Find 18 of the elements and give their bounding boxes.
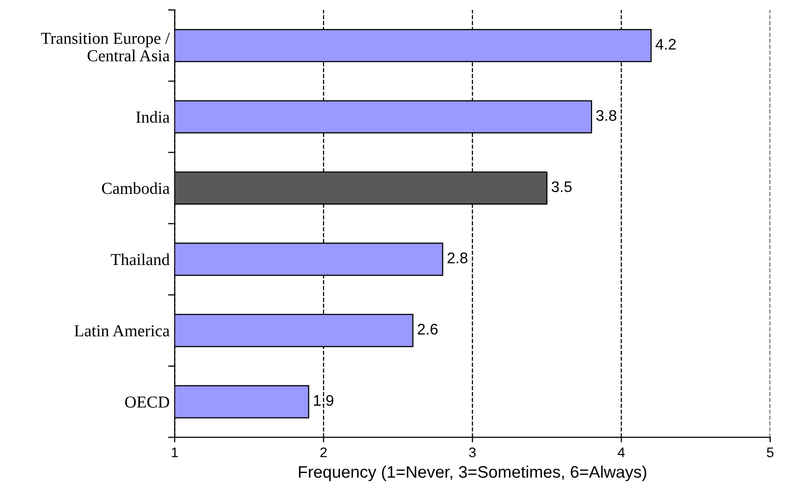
y-tick-label: Latin America <box>74 325 170 336</box>
y-tick-label: India <box>136 111 170 123</box>
y-tick-label: Thailand <box>110 253 170 266</box>
x-axis-title: Frequency (1=Never, 3=Sometimes, 6=Always) <box>298 466 646 482</box>
x-tick-label: 1 <box>172 448 178 458</box>
data-label: 2.8 <box>448 252 468 264</box>
x-tick-label: 2 <box>320 447 327 458</box>
x-tick-label: 3 <box>469 447 476 458</box>
data-label: 3.8 <box>596 110 616 121</box>
data-label: 1.9 <box>314 395 334 406</box>
y-tick-label: Cambodia <box>102 182 170 194</box>
x-tick-label: 4 <box>618 448 625 458</box>
data-label: 3.5 <box>552 181 572 192</box>
y-tick-label: Transition Europe / Central Asia <box>41 32 170 62</box>
x-tick-label: 5 <box>766 448 774 458</box>
data-label: 4.2 <box>656 38 676 50</box>
data-label: 2.6 <box>418 324 438 335</box>
y-tick-label: OECD <box>125 396 170 408</box>
